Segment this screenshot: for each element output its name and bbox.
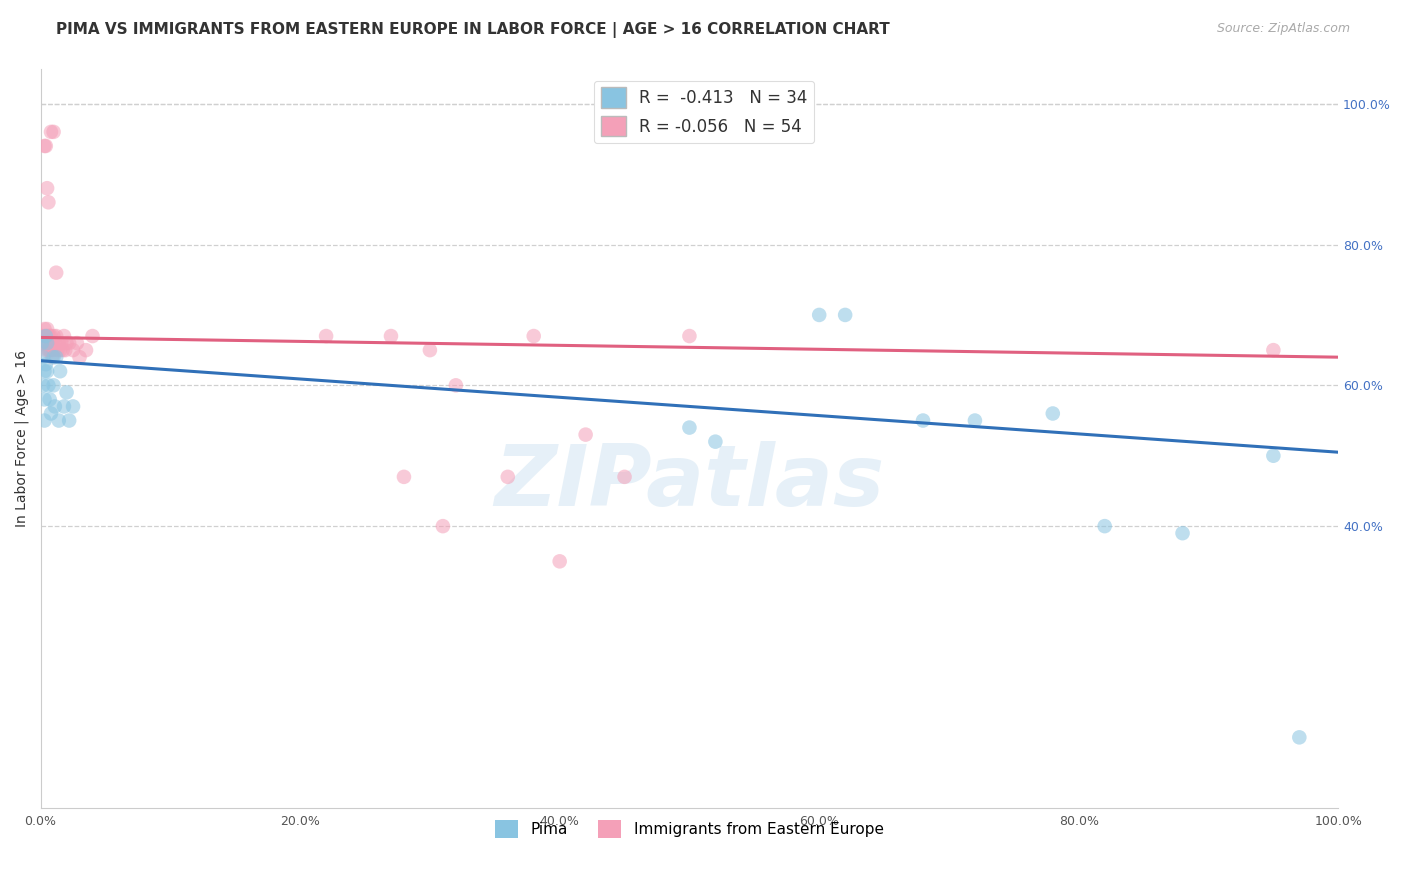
- Point: [31, 329, 53, 343]
- Point: [48, 413, 70, 427]
- Point: [45, 329, 67, 343]
- Point: [35, 329, 58, 343]
- Point: [34, 139, 56, 153]
- Point: [46, 343, 69, 358]
- Point: [704, 434, 727, 449]
- Point: [49, 343, 72, 358]
- Point: [419, 343, 441, 358]
- Point: [35, 364, 58, 378]
- Point: [44, 336, 66, 351]
- Text: ZIPatlas: ZIPatlas: [495, 441, 884, 524]
- Point: [808, 308, 831, 322]
- Point: [69, 350, 91, 364]
- Point: [392, 470, 415, 484]
- Point: [1263, 343, 1285, 358]
- Point: [496, 470, 519, 484]
- Point: [39, 407, 62, 421]
- Point: [1171, 526, 1194, 541]
- Point: [38, 392, 60, 407]
- Point: [82, 329, 104, 343]
- Point: [75, 343, 97, 358]
- Point: [35, 357, 58, 371]
- Point: [66, 336, 89, 351]
- Point: [35, 181, 58, 195]
- Point: [58, 413, 80, 427]
- Point: [42, 329, 65, 343]
- Point: [42, 378, 65, 392]
- Point: [315, 329, 337, 343]
- Point: [34, 413, 56, 427]
- Y-axis label: In Labor Force | Age > 16: In Labor Force | Age > 16: [15, 350, 30, 526]
- Point: [52, 329, 75, 343]
- Text: PIMA VS IMMIGRANTS FROM EASTERN EUROPE IN LABOR FORCE | AGE > 16 CORRELATION CHA: PIMA VS IMMIGRANTS FROM EASTERN EUROPE I…: [56, 22, 890, 38]
- Point: [35, 343, 58, 358]
- Point: [32, 329, 55, 343]
- Point: [52, 343, 75, 358]
- Point: [35, 139, 58, 153]
- Point: [34, 392, 56, 407]
- Point: [55, 385, 77, 400]
- Point: [32, 378, 55, 392]
- Point: [1288, 731, 1310, 745]
- Point: [32, 350, 55, 364]
- Point: [45, 266, 67, 280]
- Point: [37, 378, 59, 392]
- Point: [35, 336, 58, 351]
- Legend: Pima, Immigrants from Eastern Europe: Pima, Immigrants from Eastern Europe: [489, 814, 890, 845]
- Point: [41, 350, 63, 364]
- Point: [62, 400, 84, 414]
- Point: [523, 329, 546, 343]
- Point: [1094, 519, 1116, 533]
- Point: [834, 308, 856, 322]
- Point: [380, 329, 402, 343]
- Point: [613, 470, 636, 484]
- Point: [31, 336, 53, 351]
- Point: [55, 336, 77, 351]
- Point: [42, 125, 65, 139]
- Point: [58, 336, 80, 351]
- Point: [52, 400, 75, 414]
- Point: [963, 413, 986, 427]
- Point: [45, 350, 67, 364]
- Point: [548, 554, 571, 568]
- Point: [34, 322, 56, 336]
- Point: [35, 322, 58, 336]
- Point: [49, 364, 72, 378]
- Point: [38, 343, 60, 358]
- Point: [35, 329, 58, 343]
- Point: [42, 343, 65, 358]
- Point: [42, 350, 65, 364]
- Point: [911, 413, 934, 427]
- Point: [51, 336, 73, 351]
- Point: [37, 329, 59, 343]
- Point: [678, 329, 700, 343]
- Point: [44, 400, 66, 414]
- Point: [34, 364, 56, 378]
- Point: [41, 336, 63, 351]
- Point: [35, 336, 58, 351]
- Point: [39, 125, 62, 139]
- Point: [37, 343, 59, 358]
- Point: [444, 378, 467, 392]
- Point: [1042, 407, 1064, 421]
- Point: [62, 343, 84, 358]
- Text: Source: ZipAtlas.com: Source: ZipAtlas.com: [1216, 22, 1350, 36]
- Point: [53, 343, 76, 358]
- Point: [39, 343, 62, 358]
- Point: [432, 519, 454, 533]
- Point: [575, 427, 598, 442]
- Point: [38, 329, 60, 343]
- Point: [34, 336, 56, 351]
- Point: [1263, 449, 1285, 463]
- Point: [37, 195, 59, 210]
- Point: [39, 329, 62, 343]
- Point: [48, 336, 70, 351]
- Point: [678, 420, 700, 434]
